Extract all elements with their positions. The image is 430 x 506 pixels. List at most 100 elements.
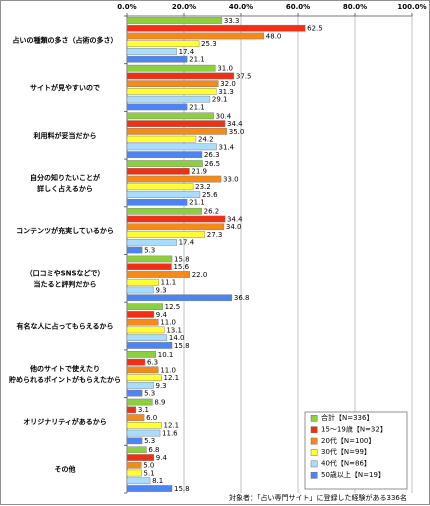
bar-5-3 bbox=[126, 199, 188, 206]
bar-0-3 bbox=[126, 160, 203, 167]
bar-3-8 bbox=[126, 422, 162, 429]
data-label: 5.3 bbox=[144, 246, 155, 254]
data-label: 8.1 bbox=[152, 477, 163, 485]
bar-4-1 bbox=[126, 95, 211, 103]
x-tick-label: 80.0% bbox=[343, 3, 367, 11]
data-label: 37.5 bbox=[236, 72, 252, 80]
legend-label: 50歳以上【N=19】 bbox=[321, 470, 385, 479]
data-label: 6.0 bbox=[146, 414, 157, 422]
bar-4-6 bbox=[126, 334, 168, 342]
data-label: 31.0 bbox=[217, 65, 233, 73]
bar-4-3 bbox=[126, 191, 201, 198]
bar-2-7 bbox=[126, 366, 159, 374]
bar-2-9 bbox=[126, 461, 142, 469]
category-label-line: 有名な人に占ってもらえるから bbox=[16, 322, 113, 331]
legend-label: 30代【N=99】 bbox=[321, 447, 371, 456]
legend-label: 合計【N=336】 bbox=[321, 413, 373, 422]
category-label: 有名な人に占ってもらえるから bbox=[16, 322, 113, 331]
bar-5-4 bbox=[126, 246, 143, 254]
data-label: 5.3 bbox=[144, 437, 155, 445]
x-tick-label: 100.0% bbox=[397, 3, 426, 11]
bar-0-6 bbox=[126, 303, 163, 311]
data-label: 9.3 bbox=[156, 382, 167, 390]
bar-3-4 bbox=[126, 231, 206, 238]
bar-1-7 bbox=[126, 358, 146, 366]
legend-label: 15～19歳【N=32】 bbox=[321, 424, 387, 433]
data-label: 62.5 bbox=[307, 25, 323, 33]
data-label: 24.2 bbox=[198, 136, 214, 144]
bar-0-5 bbox=[126, 255, 173, 263]
bar-layer bbox=[126, 17, 306, 492]
bar-5-9 bbox=[126, 485, 173, 492]
bar-5-1 bbox=[126, 103, 188, 111]
data-label: 12.1 bbox=[163, 374, 179, 382]
data-label: 12.5 bbox=[165, 303, 181, 311]
bar-2-5 bbox=[126, 271, 190, 278]
category-label: 占いの種類の多さ（占術の多さ） bbox=[13, 35, 118, 44]
data-label: 15.8 bbox=[174, 485, 190, 493]
data-label: 30.4 bbox=[216, 112, 232, 120]
data-label: 5.0 bbox=[143, 462, 154, 470]
bar-1-6 bbox=[126, 311, 155, 318]
category-label-line: 当たると評判だから bbox=[34, 279, 97, 288]
data-label: 31.3 bbox=[218, 88, 234, 96]
bar-1-3 bbox=[126, 168, 190, 175]
bar-2-4 bbox=[126, 223, 225, 231]
legend-swatch bbox=[310, 437, 318, 445]
category-label-line: 貯められるポイントがもらえたから bbox=[9, 375, 121, 384]
bar-4-0 bbox=[126, 48, 177, 55]
category-label-line: サイトが見やすいので bbox=[30, 83, 100, 92]
data-label: 9.4 bbox=[156, 311, 168, 319]
data-label: 22.0 bbox=[192, 271, 208, 279]
bar-0-7 bbox=[126, 351, 157, 358]
bar-4-4 bbox=[126, 238, 177, 246]
data-label: 11.0 bbox=[160, 319, 176, 327]
grid-layer bbox=[126, 16, 413, 493]
legend-label: 40代【N=86】 bbox=[321, 459, 371, 468]
bar-4-7 bbox=[126, 382, 154, 389]
data-label: 29.1 bbox=[212, 96, 228, 104]
bar-5-6 bbox=[126, 342, 173, 349]
bar-1-2 bbox=[126, 120, 226, 127]
x-tick-label: 60.0% bbox=[286, 3, 310, 11]
data-label: 35.0 bbox=[229, 128, 245, 136]
data-label: 8.9 bbox=[154, 398, 165, 406]
data-label: 15.8 bbox=[174, 342, 190, 350]
legend-swatch bbox=[310, 414, 318, 422]
category-label-line: 他のサイトで使えたり bbox=[29, 364, 100, 373]
data-label: 6.3 bbox=[147, 359, 158, 367]
data-label: 34.4 bbox=[227, 215, 243, 223]
bar-3-0 bbox=[126, 40, 200, 48]
bar-4-2 bbox=[126, 143, 217, 151]
data-label: 21.9 bbox=[191, 168, 207, 176]
bar-5-7 bbox=[126, 389, 143, 397]
bar-2-2 bbox=[126, 128, 227, 135]
bar-1-1 bbox=[126, 72, 235, 80]
category-label: サイトが見やすいので bbox=[30, 83, 100, 92]
data-label: 21.1 bbox=[189, 199, 205, 207]
category-label-line: （口コミやSNSなどで） bbox=[26, 268, 105, 277]
data-label: 21.1 bbox=[189, 56, 205, 64]
bar-5-0 bbox=[126, 55, 188, 63]
bar-3-9 bbox=[126, 469, 142, 477]
data-label: 25.3 bbox=[201, 40, 217, 48]
legend-label: 20代【N=100】 bbox=[321, 436, 375, 445]
data-label: 15.8 bbox=[174, 255, 190, 263]
category-label-line: その他 bbox=[55, 465, 76, 474]
category-label-line: コンテンツが充実しているから bbox=[16, 226, 114, 235]
data-label: 27.3 bbox=[207, 231, 223, 239]
axis-layer bbox=[124, 13, 413, 494]
data-label: 33.0 bbox=[223, 175, 239, 183]
data-label: 11.1 bbox=[161, 279, 177, 287]
bar-2-3 bbox=[126, 175, 222, 183]
bar-1-0 bbox=[126, 24, 306, 32]
bar-1-9 bbox=[126, 454, 155, 461]
category-label-line: 利用料が妥当だから bbox=[34, 131, 97, 140]
bar-5-8 bbox=[126, 437, 143, 445]
data-label: 23.2 bbox=[195, 183, 211, 191]
bar-3-5 bbox=[126, 278, 159, 286]
data-label: 5.3 bbox=[144, 390, 155, 398]
bar-4-8 bbox=[126, 429, 161, 437]
